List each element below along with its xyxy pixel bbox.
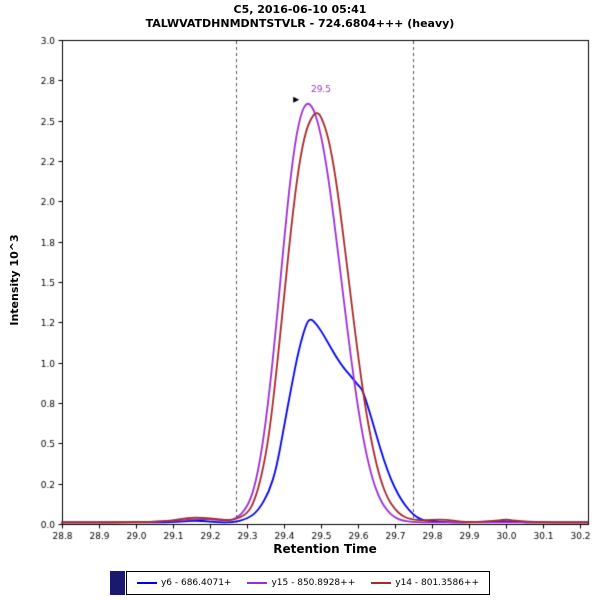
legend-line-swatch [371,582,392,584]
x-axis-title: Retention Time [273,542,377,556]
legend-item: y6 - 686.4071+ [136,578,232,588]
legend-label: y15 - 850.8928++ [271,578,356,588]
legend-label: y6 - 686.4071+ [160,578,232,588]
legend-label: y14 - 801.3586++ [395,578,480,588]
y-axis-title: Intensity 10^3 [8,234,21,326]
legend: y6 - 686.4071+ y15 - 850.8928++ y14 - 801.… [0,571,600,595]
legend-item: y15 - 850.8928++ [247,578,355,588]
legend-box: y6 - 686.4071+ y15 - 850.8928++ y14 - 801.… [125,571,491,595]
legend-line-swatch [247,582,268,584]
legend-line-swatch [136,582,157,584]
legend-item: y14 - 801.3586++ [371,578,479,588]
legend-left-block [109,571,125,595]
